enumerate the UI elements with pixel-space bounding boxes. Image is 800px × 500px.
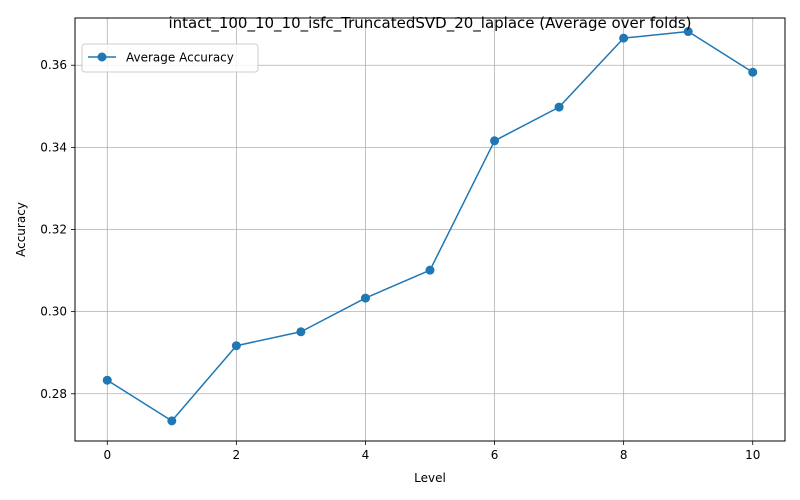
series-layer — [102, 27, 758, 426]
x-tick-label: 4 — [362, 448, 370, 462]
data-point — [102, 375, 112, 385]
x-tick-label: 2 — [233, 448, 241, 462]
x-tick-label: 0 — [103, 448, 111, 462]
data-point — [748, 67, 758, 77]
x-axis-label: Level — [414, 471, 446, 485]
data-point — [425, 265, 435, 275]
data-point — [490, 136, 500, 146]
x-tick-label: 8 — [620, 448, 628, 462]
x-tick-label: 6 — [491, 448, 499, 462]
y-tick-label: 0.30 — [40, 305, 67, 319]
y-tick-label: 0.36 — [40, 58, 67, 72]
legend-marker-swatch — [97, 52, 107, 62]
ticks: 0 2 4 6 8 10 0.28 0.30 0.32 0.34 0.36 — [40, 58, 760, 462]
y-axis-label: Accuracy — [14, 202, 28, 257]
data-point — [167, 416, 177, 426]
y-tick-label: 0.28 — [40, 387, 67, 401]
data-point — [554, 102, 564, 112]
legend-entry-average-accuracy: Average Accuracy — [126, 51, 234, 65]
data-point — [683, 27, 693, 37]
x-tick-label: 10 — [745, 448, 760, 462]
y-tick-label: 0.34 — [40, 140, 67, 154]
data-point — [619, 33, 629, 43]
data-point — [296, 327, 306, 337]
legend-box — [81, 43, 259, 73]
data-point — [360, 293, 370, 303]
legend: Average Accuracy — [81, 43, 259, 73]
data-point — [231, 341, 241, 351]
chart-title: intact_100_10_10_isfc_TruncatedSVD_20_la… — [168, 14, 691, 33]
y-tick-label: 0.32 — [40, 223, 67, 237]
